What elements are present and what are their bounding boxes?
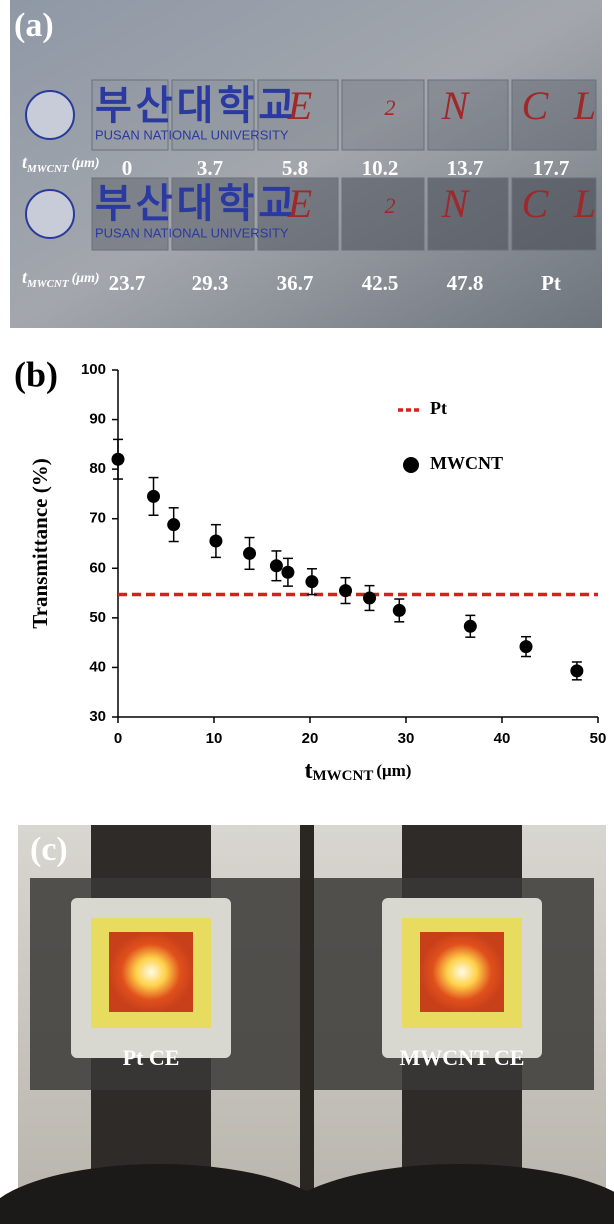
lab-letter: C	[522, 83, 550, 128]
film-patch	[171, 177, 255, 251]
film-patch	[91, 79, 169, 151]
lab-letter: E	[287, 83, 312, 128]
lab-letter: N	[441, 83, 471, 128]
logo-english: PUSAN NATIONAL UNIVERSITY	[95, 127, 289, 142]
panel-label: (c)	[30, 831, 68, 868]
y-tick-label: 40	[89, 658, 106, 675]
thickness-label: 10.2	[362, 156, 399, 180]
thickness-label: 23.7	[109, 271, 146, 295]
y-tick-label: 100	[81, 361, 106, 378]
film-patch	[341, 177, 425, 251]
thickness-label: 13.7	[447, 156, 484, 180]
data-point	[111, 452, 125, 466]
thickness-label: 5.8	[282, 156, 308, 180]
label-t: t	[22, 267, 28, 287]
dye-cell	[109, 932, 193, 1012]
label-sub: MWCNT	[313, 768, 374, 784]
legend-label: Pt	[430, 398, 447, 418]
y-axis-label: Transmittance (%)	[28, 458, 52, 629]
x-tick-label: 40	[494, 730, 511, 747]
label-t: t	[305, 758, 313, 784]
logo	[25, 189, 75, 239]
data-point	[209, 534, 223, 548]
legend-swatch	[403, 457, 419, 473]
data-point	[363, 591, 377, 605]
x-tick-label: 50	[590, 730, 607, 747]
dark-bottom	[0, 1164, 336, 1224]
film-patch	[257, 177, 339, 251]
dye-cell	[420, 932, 504, 1012]
film-patch	[511, 79, 597, 151]
axis-label: tMWCNT (μm)	[22, 267, 100, 289]
label-unit: (μm)	[72, 271, 100, 286]
data-point	[519, 640, 533, 654]
thickness-label: 42.5	[362, 271, 399, 295]
data-point	[243, 546, 257, 560]
y-tick-label: 70	[89, 510, 106, 527]
lab-letter: 2	[385, 95, 396, 120]
lab-letter: L	[573, 83, 596, 128]
lab-letter: L	[573, 181, 596, 226]
data-point	[392, 603, 406, 617]
data-point	[463, 619, 477, 633]
dark-bottom	[277, 1164, 614, 1224]
data-point	[167, 518, 181, 532]
film-patch	[511, 177, 597, 251]
logo-korean: 부산대학교	[95, 181, 295, 227]
logo-korean: 부산대학교	[95, 83, 295, 129]
thickness-label: 29.3	[192, 271, 229, 295]
thickness-label: 0	[122, 156, 133, 180]
axis-label: tMWCNT (μm)	[22, 152, 100, 174]
film-patch	[257, 79, 339, 151]
axis-label: tMWCNT (μm)	[305, 758, 412, 785]
film-patch	[91, 177, 169, 251]
film-patch	[171, 79, 255, 151]
y-tick-label: 90	[89, 411, 106, 428]
y-tick-label: 50	[89, 609, 106, 626]
y-tick-label: 30	[89, 708, 106, 725]
x-tick-label: 10	[206, 730, 223, 747]
film-patch	[341, 79, 425, 151]
thickness-label: 17.7	[533, 156, 570, 180]
data-point	[147, 489, 161, 503]
lab-letter: E	[287, 181, 312, 226]
logo	[25, 90, 75, 140]
legend-label: MWCNT	[430, 453, 503, 473]
film-patch	[427, 79, 509, 151]
label-t: t	[22, 152, 28, 172]
film-patch	[427, 177, 509, 251]
data-point	[339, 584, 353, 598]
lab-letter: C	[522, 181, 550, 226]
panel-label: (a)	[14, 7, 54, 44]
lab-letter: 2	[385, 193, 396, 218]
x-tick-label: 20	[302, 730, 319, 747]
y-tick-label: 60	[89, 559, 106, 576]
x-tick-label: 30	[398, 730, 415, 747]
logo-english: PUSAN NATIONAL UNIVERSITY	[95, 225, 289, 240]
data-point	[269, 559, 283, 573]
y-tick-label: 80	[89, 460, 106, 477]
data-point	[570, 664, 584, 678]
label-sub: MWCNT	[26, 278, 70, 290]
lab-letter: N	[441, 181, 471, 226]
label-sub: MWCNT	[26, 163, 70, 175]
thickness-label: 3.7	[197, 156, 223, 180]
photo-a	[10, 0, 602, 328]
data-point	[305, 575, 319, 589]
thickness-label: 36.7	[277, 271, 314, 295]
label-unit: (μm)	[72, 156, 100, 171]
caption: MWCNT CE	[400, 1045, 525, 1070]
caption: Pt CE	[123, 1045, 180, 1070]
label-unit: (μm)	[376, 761, 411, 780]
thickness-label: 47.8	[447, 271, 484, 295]
thickness-label: Pt	[541, 271, 561, 295]
data-point	[281, 565, 295, 579]
x-tick-label: 0	[114, 730, 122, 747]
panel-label: (b)	[14, 354, 58, 394]
